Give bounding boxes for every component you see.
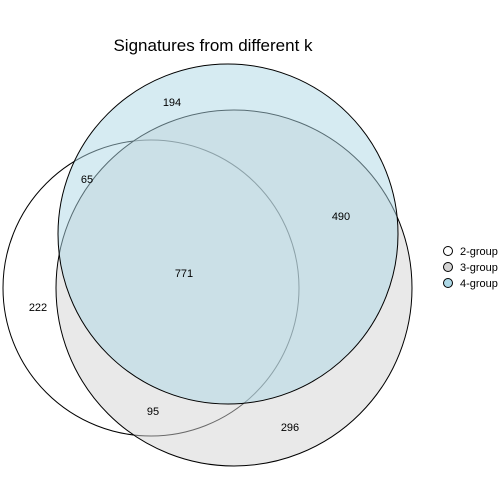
count-3-and-4-group: 490 bbox=[332, 211, 350, 223]
count-2-and-3-group: 95 bbox=[147, 406, 159, 418]
count-2-and-4-group: 65 bbox=[81, 174, 93, 186]
legend-swatch-3-group bbox=[443, 262, 453, 272]
circle-4-group bbox=[57, 63, 399, 405]
count-only-3-group: 296 bbox=[281, 422, 299, 434]
count-all-three: 771 bbox=[175, 268, 193, 280]
legend: 2-group 3-group 4-group bbox=[443, 246, 498, 290]
legend-item-4-group: 4-group bbox=[443, 278, 498, 290]
legend-swatch-2-group bbox=[443, 246, 453, 256]
count-only-2-group: 222 bbox=[29, 302, 47, 314]
legend-item-3-group: 3-group bbox=[443, 262, 498, 274]
legend-label-2-group: 2-group bbox=[460, 246, 498, 258]
count-only-4-group: 194 bbox=[163, 97, 181, 109]
legend-label-3-group: 3-group bbox=[460, 262, 498, 274]
diagram-title: Signatures from different k bbox=[113, 36, 313, 55]
legend-item-2-group: 2-group bbox=[443, 246, 498, 258]
region-counts: 194 65 490 771 222 95 296 bbox=[29, 97, 350, 434]
venn-circles bbox=[2, 63, 413, 467]
legend-label-4-group: 4-group bbox=[460, 278, 498, 290]
legend-swatch-4-group bbox=[443, 278, 453, 288]
